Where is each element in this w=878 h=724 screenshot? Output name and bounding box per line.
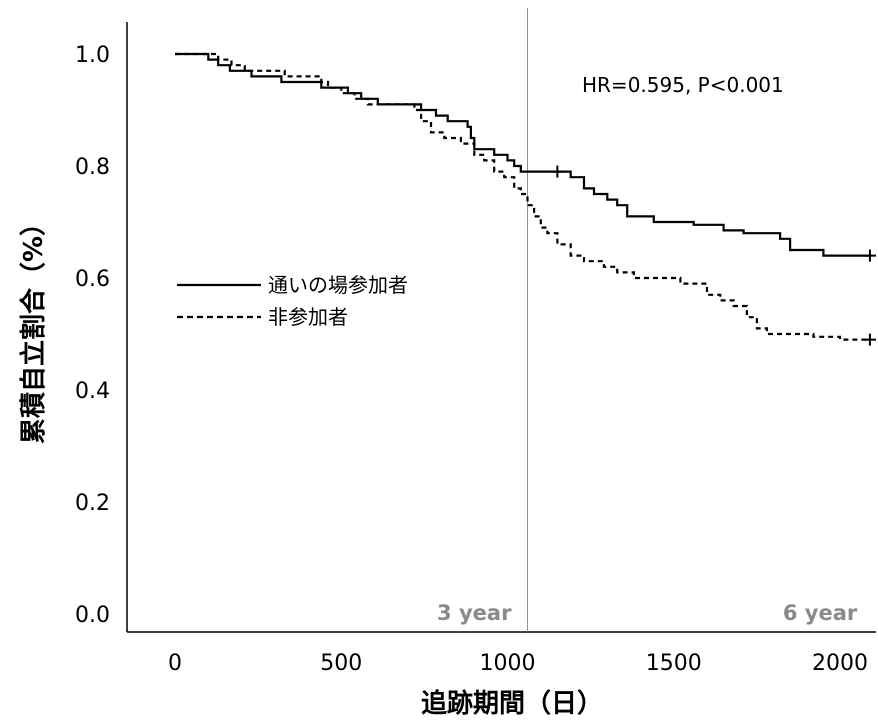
y-tick-label: 0.8	[75, 155, 110, 180]
legend-label-nonparticipants: 非参加者	[268, 305, 348, 329]
y-tick-label: 0.4	[75, 379, 110, 404]
reference-label-6-year: 6 year	[783, 601, 858, 625]
y-axis-title: 累積自立割合（%）	[18, 210, 49, 444]
x-tick-label: 2000	[812, 651, 868, 676]
censor-mark	[863, 249, 876, 262]
y-tick-label: 1.0	[75, 43, 110, 68]
censor-mark	[551, 165, 564, 178]
series-line-nonparticipants	[175, 52, 870, 341]
reference-lines: 3 year 6 year	[437, 8, 858, 632]
x-tick-label: 0	[168, 651, 182, 676]
x-tick-label: 1000	[480, 651, 536, 676]
x-tick-label: 1500	[646, 651, 702, 676]
legend: 通いの場参加者 非参加者	[177, 273, 408, 329]
legend-label-participants: 通いの場参加者	[268, 273, 408, 297]
censor-mark	[863, 333, 876, 346]
hazard-ratio-annotation: HR=0.595, P<0.001	[582, 73, 784, 97]
x-tick-label: 500	[320, 651, 362, 676]
survival-curves	[175, 52, 876, 346]
y-tick-label: 0.0	[75, 603, 110, 628]
axis-ticks: 0.0 0.2 0.4 0.6 0.8 1.0 0 500 1000 1500 2000	[75, 43, 868, 676]
x-axis-title: 追跡期間（日）	[421, 688, 603, 719]
y-tick-label: 0.6	[75, 267, 110, 292]
y-tick-label: 0.2	[75, 491, 110, 516]
reference-label-3-year: 3 year	[437, 601, 512, 625]
